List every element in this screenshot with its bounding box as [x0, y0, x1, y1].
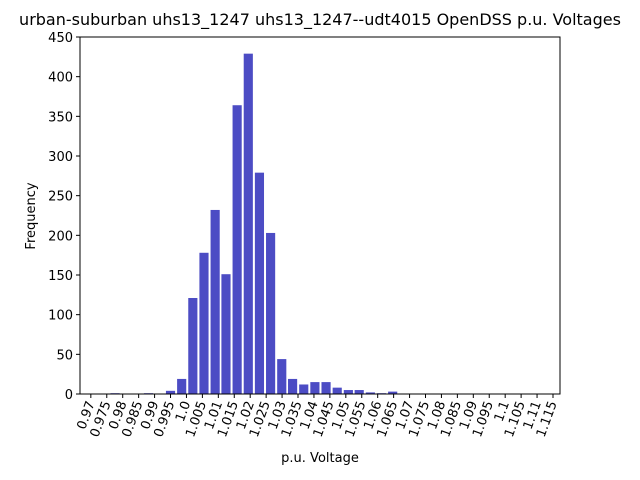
bar: [321, 382, 331, 394]
y-tick-label: 100: [48, 309, 73, 324]
bar: [232, 105, 242, 394]
y-tick-label: 300: [48, 150, 73, 165]
y-tick-label: 350: [48, 110, 73, 125]
x-tick-label: 1.1: [492, 399, 513, 424]
y-tick-label: 200: [48, 229, 73, 244]
y-tick-label: 450: [48, 31, 73, 46]
y-tick-label: 0: [65, 388, 73, 403]
bar: [221, 274, 231, 394]
bar: [365, 392, 375, 394]
y-tick-label: 250: [48, 190, 73, 205]
bar: [199, 252, 209, 394]
bar: [266, 232, 276, 394]
bar: [388, 391, 398, 394]
bar: [177, 378, 187, 394]
bar: [188, 298, 198, 394]
bar: [165, 390, 176, 394]
bar: [354, 390, 364, 394]
y-tick-label: 50: [56, 348, 73, 363]
bar: [299, 384, 309, 394]
x-tick-label: 1.0: [173, 399, 194, 424]
y-tick-label: 400: [48, 71, 73, 86]
bar: [277, 359, 287, 394]
plot-frame: [79, 36, 561, 395]
x-axis-label: p.u. Voltage: [281, 451, 359, 466]
bar: [210, 209, 220, 394]
chart-title: urban-suburban uhs13_1247 uhs13_1247--ud…: [19, 10, 621, 30]
bar: [310, 382, 320, 394]
bar: [332, 387, 342, 394]
bar: [343, 390, 353, 394]
y-axis-label: Frequency: [24, 182, 39, 249]
y-tick-label: 150: [48, 269, 73, 284]
bar: [288, 378, 298, 394]
bar: [243, 53, 253, 394]
bar: [254, 172, 265, 394]
